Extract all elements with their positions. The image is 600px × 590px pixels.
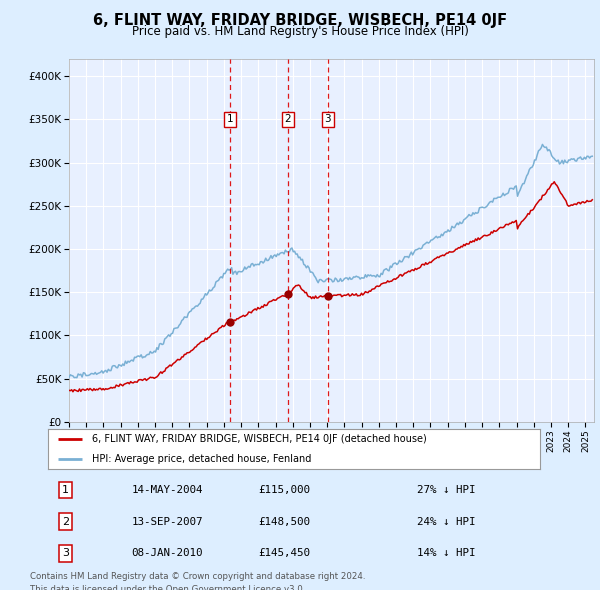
Text: 2: 2 [62, 517, 69, 526]
Text: 2: 2 [284, 114, 291, 124]
Text: 14% ↓ HPI: 14% ↓ HPI [417, 549, 476, 558]
Text: 3: 3 [62, 549, 69, 558]
Text: 6, FLINT WAY, FRIDAY BRIDGE, WISBECH, PE14 0JF (detached house): 6, FLINT WAY, FRIDAY BRIDGE, WISBECH, PE… [92, 434, 427, 444]
Text: 08-JAN-2010: 08-JAN-2010 [131, 549, 203, 558]
Text: 3: 3 [325, 114, 331, 124]
Text: £115,000: £115,000 [258, 485, 310, 494]
Text: This data is licensed under the Open Government Licence v3.0.: This data is licensed under the Open Gov… [30, 585, 305, 590]
Text: 24% ↓ HPI: 24% ↓ HPI [417, 517, 476, 526]
Text: 27% ↓ HPI: 27% ↓ HPI [417, 485, 476, 494]
Text: £148,500: £148,500 [258, 517, 310, 526]
Text: Contains HM Land Registry data © Crown copyright and database right 2024.: Contains HM Land Registry data © Crown c… [30, 572, 365, 581]
Text: £145,450: £145,450 [258, 549, 310, 558]
Text: 14-MAY-2004: 14-MAY-2004 [131, 485, 203, 494]
Text: 1: 1 [62, 485, 69, 494]
Text: HPI: Average price, detached house, Fenland: HPI: Average price, detached house, Fenl… [92, 454, 311, 464]
Text: 13-SEP-2007: 13-SEP-2007 [131, 517, 203, 526]
Text: 1: 1 [227, 114, 233, 124]
Text: Price paid vs. HM Land Registry's House Price Index (HPI): Price paid vs. HM Land Registry's House … [131, 25, 469, 38]
Text: 6, FLINT WAY, FRIDAY BRIDGE, WISBECH, PE14 0JF: 6, FLINT WAY, FRIDAY BRIDGE, WISBECH, PE… [93, 13, 507, 28]
